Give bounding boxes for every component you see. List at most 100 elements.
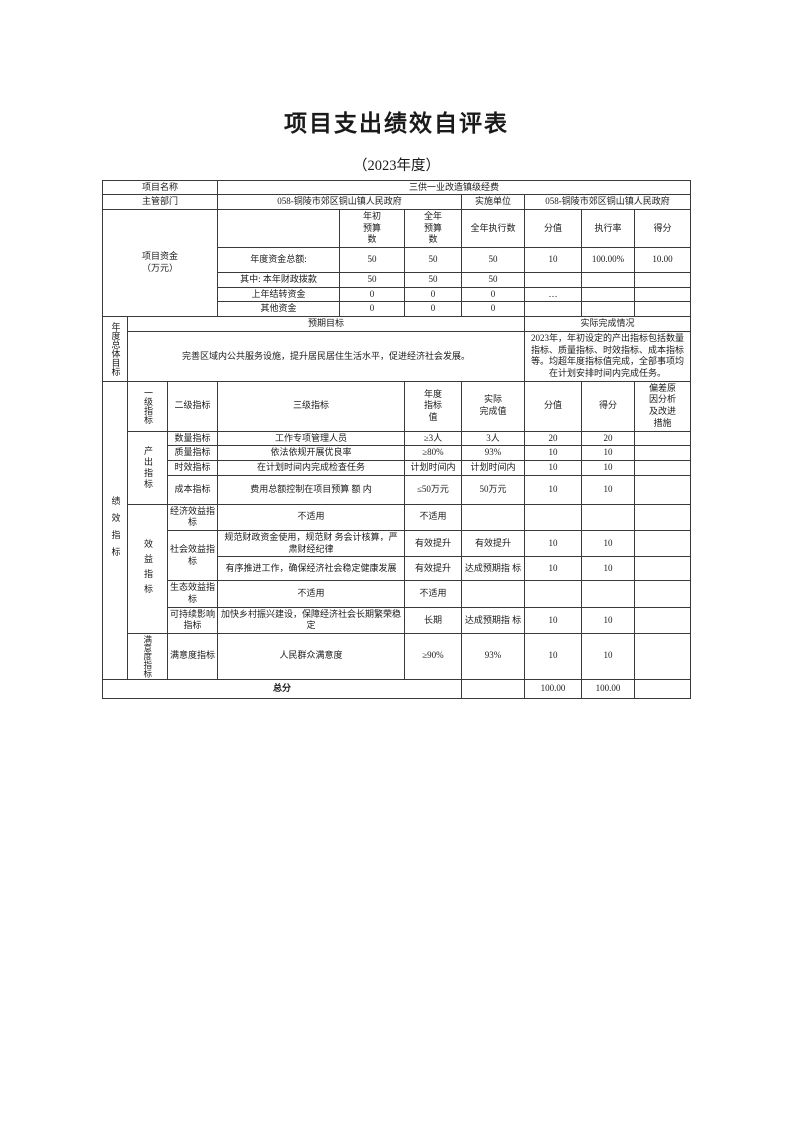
page-subtitle: （2023年度） (353, 158, 440, 174)
weight-cell: 10 (523, 606, 582, 635)
annual-value-cell: 不适用 (403, 580, 462, 608)
project-name-value: 三供一业改造镇级经费 (216, 179, 692, 196)
funds-header-score: 得分 (633, 208, 692, 248)
annual-value-cell: ≥80% (403, 445, 462, 461)
level3-cell: 工作专项管理人员 (216, 430, 405, 447)
level1-satisfaction: 满意度指标 (126, 633, 168, 680)
total-score: 100.00 (580, 678, 635, 699)
funds-score (633, 286, 692, 303)
header-level1: 一级指标 (126, 380, 168, 432)
dept-value: 058-铜陵市郊区铜山镇人民政府 (216, 194, 462, 210)
annual-value-cell: 计划时间内 (403, 459, 462, 476)
score-cell: 10 (580, 556, 635, 582)
funds-full-year: 0 (403, 286, 462, 303)
level3-cell: 在计划时间内完成检查任务 (216, 459, 405, 476)
funds-full-year: 50 (403, 271, 462, 288)
funds-header-weight: 分值 (523, 208, 582, 248)
indicator-row: 效益指标 经济效益指标 不适用 不适用 (102, 503, 692, 635)
funds-weight (523, 301, 582, 317)
weight-cell: 10 (523, 529, 582, 558)
weight-cell: 10 (523, 633, 582, 680)
header-actual-value: 实际 完成值 (460, 380, 525, 432)
level1-benefit: 效益指标 (126, 503, 168, 635)
level3-cell: 加快乡村振兴建设，保障经济社会长期繁荣稳定 (216, 606, 405, 635)
impl-value: 058-铜陵市郊区铜山镇人民政府 (523, 194, 692, 210)
score-cell (580, 580, 635, 608)
weight-cell: 10 (523, 459, 582, 476)
level3-cell: 不适用 (216, 580, 405, 608)
level3-cell: 不适用 (216, 503, 405, 531)
level2-cell: 满意度指标 (166, 633, 218, 680)
funds-label: 项目资金 （万元） (101, 208, 218, 318)
level3-cell: 有序推进工作，确保经济社会稳定健康发展 (216, 556, 405, 582)
deviation-cell (633, 580, 692, 608)
deviation-cell (633, 529, 692, 558)
level2-cell: 数量指标 (166, 430, 218, 447)
funds-weight (523, 271, 582, 288)
level2-cell: 成本指标 (166, 474, 218, 505)
funds-header-executed: 全年执行数 (460, 208, 525, 248)
deviation-cell (633, 556, 692, 582)
weight-cell (523, 503, 582, 531)
goal-content-row: 完善区域内公共服务设施，提升居民居住生活水平，促进经济社会发展。 2023年，年… (102, 331, 692, 382)
annual-value-cell: 长期 (403, 606, 462, 635)
actual-value-cell: 50万元 (460, 474, 525, 505)
funds-begin: 0 (338, 286, 405, 303)
indicator-row: 满意度指标 满意度指标 人民群众满意度 ≥90% 93% 10 10 (102, 633, 692, 680)
level2-cell: 生态效益指标 (166, 580, 218, 608)
indicator-row: 时效指标 在计划时间内完成检查任务 计划时间内 计划时间内 10 10 (102, 459, 692, 476)
actual-value-cell: 达成预期指 标 (460, 556, 525, 582)
indicators-label-text: 绩效指标 (110, 496, 121, 565)
annual-goal-label-text: 年度总体目标 (110, 321, 121, 376)
funds-weight: … (523, 286, 582, 303)
actual-value-cell: 93% (460, 445, 525, 461)
annual-value-cell: 有效提升 (403, 529, 462, 558)
level2-cell: 经济效益指标 (166, 503, 218, 531)
weight-cell: 20 (523, 430, 582, 447)
deviation-cell (633, 474, 692, 505)
level2-cell: 可持续影响指标 (166, 606, 218, 635)
funds-row-fiscal: 其中: 本年财政拨款 50 50 50 (102, 271, 692, 288)
indicator-row: 生态效益指标 不适用 不适用 (102, 580, 692, 608)
table-row: 主管部门 058-铜陵市郊区铜山镇人民政府 实施单位 058-铜陵市郊区铜山镇人… (101, 194, 692, 210)
score-cell: 10 (580, 459, 635, 476)
goal-header-row: 年度总体目标 预期目标 实际完成情况 (101, 316, 692, 382)
level2-cell: 社会效益指标 (166, 529, 218, 582)
funds-rate: 100.00% (580, 246, 635, 273)
project-name-label: 项目名称 (101, 179, 218, 196)
annual-goal-label: 年度总体目标 (101, 316, 128, 382)
funds-full-year: 50 (403, 246, 462, 273)
funds-executed: 0 (460, 301, 525, 317)
weight-cell (523, 580, 582, 608)
actual-value-cell: 3人 (460, 430, 525, 447)
funds-begin: 50 (338, 271, 405, 288)
funds-rate (580, 271, 635, 288)
funds-row-name: 上年结转资金 (216, 286, 340, 303)
funds-header-row: 项目资金 （万元） 年初 预算 数 全年 预算 数 全年执行数 分值 执行率 得… (101, 208, 692, 318)
funds-score (633, 301, 692, 317)
header-level2: 二级指标 (166, 380, 218, 432)
funds-row-carryover: 上年结转资金 0 0 0 … (102, 286, 692, 303)
level3-cell: 费用总额控制在项目预算 额 内 (216, 474, 405, 505)
annual-value-cell: ≤50万元 (403, 474, 462, 505)
indicators-header-row: 绩效指标 一级指标 二级指标 三级指标 年度 指标 值 实际 完成值 分值 得分… (101, 380, 692, 680)
funds-score: 10.00 (633, 246, 692, 273)
indicator-row: 社会效益指标 规范财政资金使用，规范财 务会计核算，严肃财经纪律 有效提升 有效… (102, 529, 692, 582)
actual-value-cell: 93% (460, 633, 525, 680)
funds-row-name: 年度资金总额: (216, 246, 340, 273)
funds-row-name: 其中: 本年财政拨款 (216, 271, 340, 288)
funds-header-begin: 年初 预算 数 (338, 208, 405, 248)
indicators-label: 绩效指标 (101, 380, 128, 680)
level2-cell: 质量指标 (166, 445, 218, 461)
score-cell: 10 (580, 445, 635, 461)
deviation-cell (633, 503, 692, 531)
funds-weight: 10 (523, 246, 582, 273)
score-cell (580, 503, 635, 531)
level1-output-text: 产出指标 (142, 445, 153, 490)
level3-cell: 规范财政资金使用，规范财 务会计核算，严肃财经纪律 (216, 529, 405, 558)
funds-rate (580, 301, 635, 317)
dept-label: 主管部门 (101, 194, 218, 210)
header-annual-value: 年度 指标 值 (403, 380, 462, 432)
page-title: 项目支出绩效自评表 (284, 111, 509, 136)
